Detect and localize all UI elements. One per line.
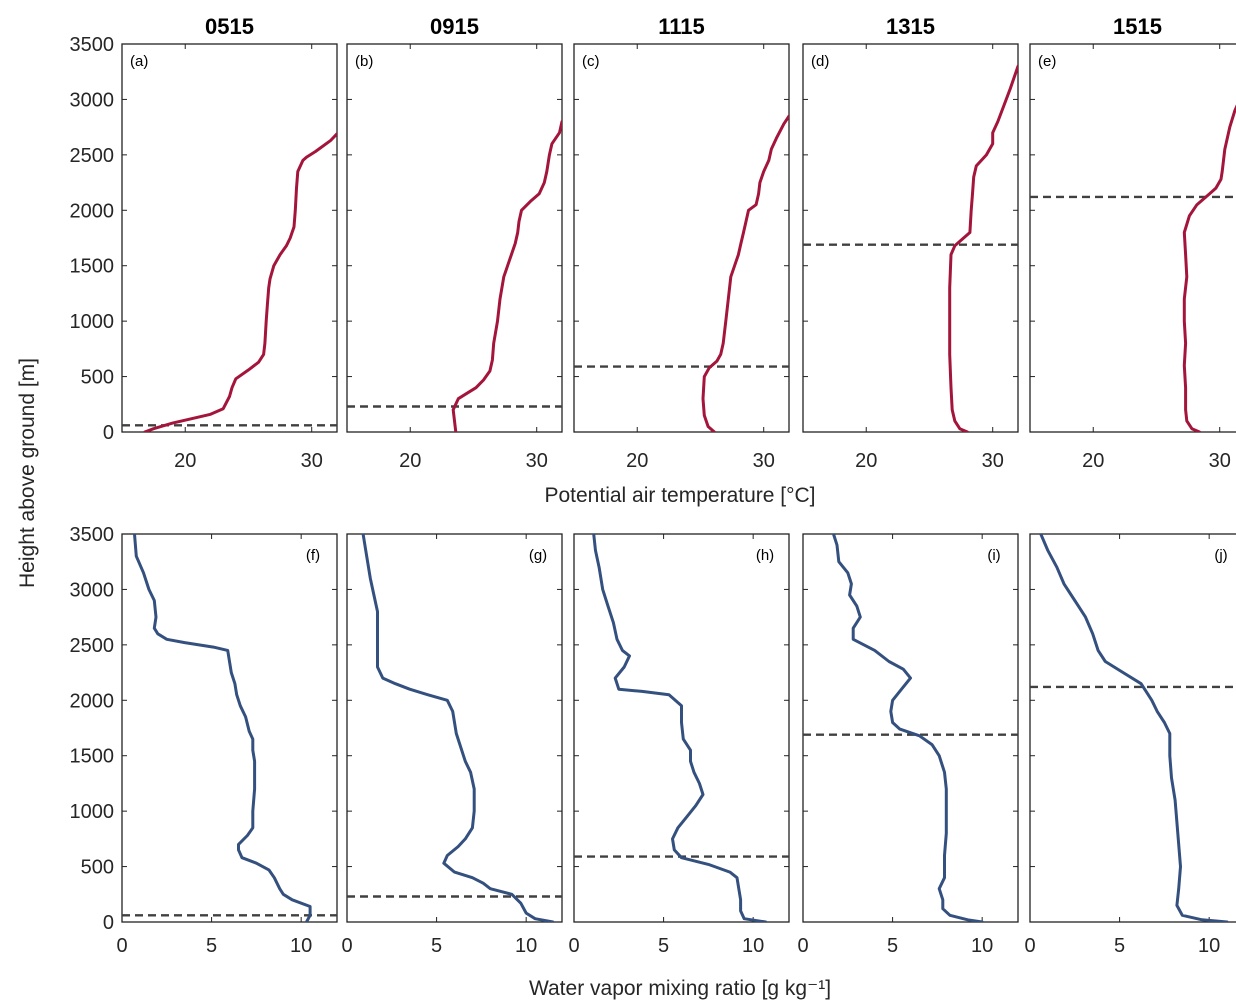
top-panel-4-xtick-label: 20 [855, 450, 877, 472]
bottom-panel-2-xtick-label: 5 [431, 935, 442, 957]
top-panel-3-xtick-label: 30 [753, 450, 775, 472]
top-panel-3-time-title: 1115 [658, 14, 705, 39]
bottom-panel-4-frame [802, 533, 1019, 923]
bottom-panel-2-frame [346, 533, 563, 923]
top-panel-4-time-title: 1315 [886, 14, 935, 39]
bottom-panel-4-xtick-label: 0 [797, 935, 808, 957]
bottom-panel-3-profile-line [592, 534, 768, 922]
top-panel-1-profile-line [143, 132, 337, 432]
top-panel-5-xtick-label: 20 [1082, 450, 1104, 472]
bottom-ytick-label: 1000 [70, 801, 115, 823]
bottom-ytick-label: 500 [81, 857, 114, 879]
bottom-ytick-label: 3000 [70, 579, 115, 601]
bottom-panel-5-xtick-label: 0 [1024, 935, 1035, 957]
top-ytick-label: 1000 [70, 311, 115, 333]
top-ytick-label: 1500 [70, 256, 115, 278]
bottom-panel-3-xtick-label: 0 [568, 935, 579, 957]
top-panel-2-time-title: 0915 [430, 14, 479, 39]
top-panel-1-letter-label: (a) [130, 53, 148, 70]
bottom-ytick-label: 2500 [70, 635, 115, 657]
top-panel-2-letter-label: (b) [355, 53, 373, 70]
bottom-ytick-label: 2000 [70, 690, 115, 712]
bottom-panel-2-xtick-label: 10 [515, 935, 537, 957]
top-panel-5-xtick-label: 30 [1209, 450, 1231, 472]
top-panel-2-frame [346, 43, 563, 433]
top-panel-4-letter-label: (d) [811, 53, 829, 70]
top-panel-4-frame [802, 43, 1019, 433]
top-panel-3-profile-line [701, 114, 789, 432]
bottom-panel-1-xtick-label: 0 [116, 935, 127, 957]
bottom-ytick-label: 3500 [70, 524, 115, 546]
bottom-x-axis-label: Water vapor mixing ratio [g kg⁻¹] [529, 977, 831, 1000]
top-ytick-label: 3500 [70, 34, 115, 56]
top-x-axis-label: Potential air temperature [°C] [544, 484, 815, 507]
top-panel-5-letter-label: (e) [1038, 53, 1056, 70]
bottom-panel-5-profile-line [1039, 534, 1229, 922]
bottom-panel-3-xtick-label: 5 [658, 935, 669, 957]
top-panel-5-time-title: 1515 [1113, 14, 1162, 39]
top-panel-4-xtick-label: 30 [982, 450, 1004, 472]
top-panel-1-frame [121, 43, 338, 433]
bottom-ytick-label: 0 [103, 912, 114, 934]
top-panel-2-xtick-label: 30 [526, 450, 548, 472]
top-ytick-label: 500 [81, 367, 114, 389]
bottom-panel-5-xtick-label: 5 [1114, 935, 1125, 957]
bottom-panel-3-letter-label: (h) [756, 547, 774, 564]
bottom-panel-2-profile-line [361, 534, 555, 922]
bottom-panel-4-letter-label: (i) [987, 547, 1000, 564]
top-panel-1-time-title: 0515 [205, 14, 254, 39]
top-panel-5-profile-line [1182, 104, 1236, 432]
bottom-panel-3-frame [573, 533, 790, 923]
bottom-panel-2-letter-label: (g) [529, 547, 547, 564]
top-panel-4-profile-line [948, 64, 1018, 432]
top-panel-3-xtick-label: 20 [626, 450, 648, 472]
top-panel-5-frame [1029, 43, 1236, 433]
bottom-panel-3-xtick-label: 10 [742, 935, 764, 957]
bottom-panel-1-xtick-label: 5 [206, 935, 217, 957]
top-ytick-label: 3000 [70, 89, 115, 111]
top-ytick-label: 2500 [70, 145, 115, 167]
bottom-panel-5-letter-label: (j) [1214, 547, 1227, 564]
top-ytick-label: 2000 [70, 200, 115, 222]
top-panel-2-profile-line [451, 120, 562, 432]
data-layer [122, 64, 1236, 922]
bottom-panel-1-frame [121, 533, 338, 923]
bottom-ytick-label: 1500 [70, 746, 115, 768]
bottom-panel-4-xtick-label: 5 [887, 935, 898, 957]
top-panel-3-letter-label: (c) [582, 53, 600, 70]
bottom-panel-2-xtick-label: 0 [341, 935, 352, 957]
bottom-panel-1-letter-label: (f) [306, 547, 320, 564]
bottom-panel-5-frame [1029, 533, 1236, 923]
bottom-panel-4-xtick-label: 10 [971, 935, 993, 957]
top-ytick-label: 0 [103, 422, 114, 444]
y-axis-label: Height above ground [m] [16, 358, 39, 588]
panel-frames [121, 43, 1236, 923]
bottom-panel-1-xtick-label: 10 [290, 935, 312, 957]
top-panel-2-xtick-label: 20 [399, 450, 421, 472]
bottom-panel-4-profile-line [832, 534, 984, 922]
top-panel-3-frame [573, 43, 790, 433]
top-panel-1-xtick-label: 20 [174, 450, 196, 472]
bottom-panel-5-xtick-label: 10 [1198, 935, 1220, 957]
top-panel-1-xtick-label: 30 [301, 450, 323, 472]
bottom-panel-1-profile-line [133, 534, 312, 922]
